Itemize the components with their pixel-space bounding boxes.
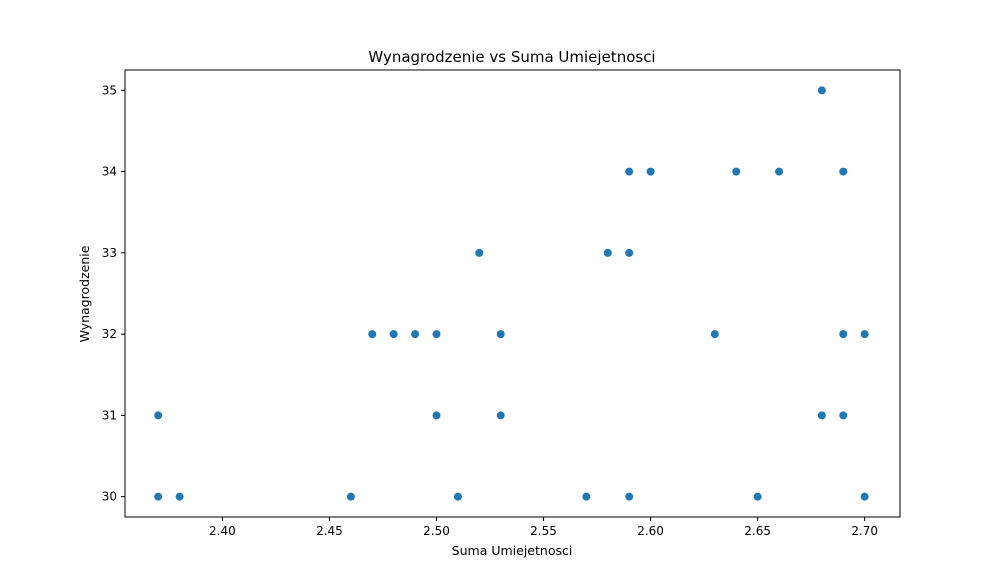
x-axis: 2.40 2.45 2.50 2.55 2.60 2.65 2.70 bbox=[209, 517, 878, 538]
data-point bbox=[411, 330, 420, 339]
data-point bbox=[732, 167, 741, 176]
data-point bbox=[753, 492, 762, 501]
data-point bbox=[453, 492, 462, 501]
data-point bbox=[817, 86, 826, 95]
data-point bbox=[389, 330, 398, 339]
data-point bbox=[839, 167, 848, 176]
chart-title: Wynagrodzenie vs Suma Umiejetnosci bbox=[368, 48, 655, 66]
x-tick-label: 2.60 bbox=[637, 524, 664, 538]
data-point bbox=[817, 411, 826, 420]
data-point bbox=[154, 411, 163, 420]
data-point bbox=[432, 330, 441, 339]
data-point bbox=[775, 167, 784, 176]
data-point bbox=[475, 248, 484, 257]
x-tick-label: 2.70 bbox=[851, 524, 878, 538]
x-axis-label: Suma Umiejetnosci bbox=[452, 543, 573, 558]
data-point bbox=[368, 330, 377, 339]
x-tick-label: 2.50 bbox=[423, 524, 450, 538]
x-tick-label: 2.40 bbox=[209, 524, 236, 538]
y-tick-label: 33 bbox=[102, 246, 117, 260]
y-tick-label: 34 bbox=[102, 165, 117, 179]
x-tick-label: 2.45 bbox=[316, 524, 343, 538]
data-point bbox=[860, 330, 869, 339]
y-axis: 30 31 32 33 34 35 bbox=[102, 83, 125, 504]
points-layer bbox=[154, 86, 869, 501]
data-point bbox=[646, 167, 655, 176]
y-tick-label: 31 bbox=[102, 408, 117, 422]
data-point bbox=[154, 492, 163, 501]
y-axis-label: Wynagrodzenie bbox=[77, 245, 92, 342]
data-point bbox=[175, 492, 184, 501]
data-point bbox=[710, 330, 719, 339]
data-point bbox=[582, 492, 591, 501]
data-point bbox=[496, 411, 505, 420]
data-point bbox=[625, 167, 634, 176]
y-tick-label: 32 bbox=[102, 327, 117, 341]
plot-frame bbox=[124, 69, 901, 518]
data-point bbox=[432, 411, 441, 420]
data-point bbox=[839, 330, 848, 339]
data-point bbox=[860, 492, 869, 501]
data-point bbox=[625, 248, 634, 257]
y-tick-label: 35 bbox=[102, 83, 117, 97]
data-point bbox=[625, 492, 634, 501]
data-point bbox=[839, 411, 848, 420]
x-tick-label: 2.65 bbox=[744, 524, 771, 538]
data-point bbox=[496, 330, 505, 339]
data-point bbox=[603, 248, 612, 257]
x-tick-label: 2.55 bbox=[530, 524, 557, 538]
data-point bbox=[346, 492, 355, 501]
y-tick-label: 30 bbox=[102, 490, 117, 504]
